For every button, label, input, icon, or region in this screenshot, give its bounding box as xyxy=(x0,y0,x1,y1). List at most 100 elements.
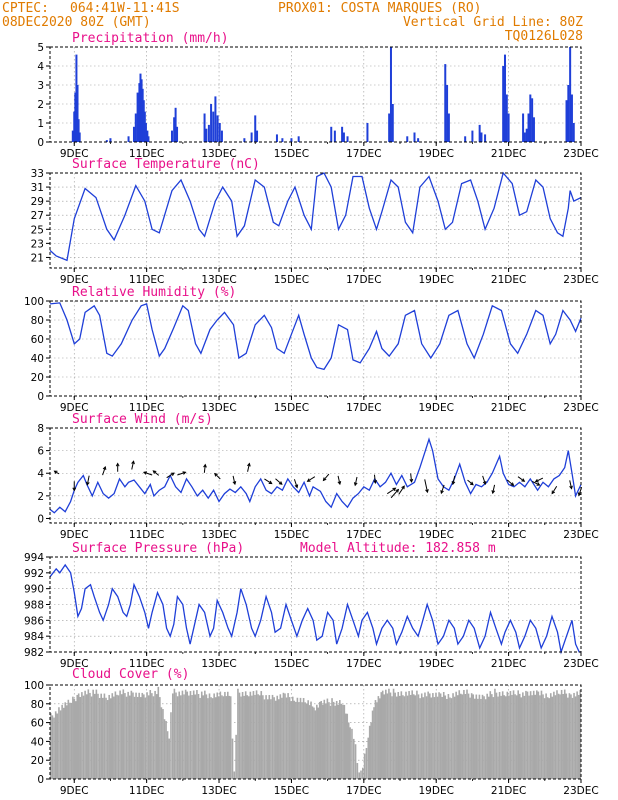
cloud-bar xyxy=(298,702,300,779)
panel-cloud: Cloud Cover (%) 0 20 40 60 80 100 9DEC 11DEC 13DE… xyxy=(24,667,599,797)
y-tick-label: 994 xyxy=(24,552,44,564)
cloud-bar xyxy=(365,747,368,779)
cloud-bar xyxy=(159,697,161,779)
cloud-bar xyxy=(528,695,530,779)
cloud-bar xyxy=(442,691,445,779)
x-tick-label: 19DEC xyxy=(419,402,454,414)
cloud-bar xyxy=(287,693,289,779)
x-tick-label: 11DEC xyxy=(129,529,164,541)
cloud-bar xyxy=(371,710,374,779)
x-tick-label: 9DEC xyxy=(60,402,89,414)
cloud-bar xyxy=(543,698,546,779)
wind-arrow xyxy=(535,477,544,483)
cloud-bar xyxy=(127,691,129,779)
y-tick-label: 2 xyxy=(37,99,44,111)
cloud-bar xyxy=(568,693,571,779)
cloud-bar xyxy=(545,693,547,779)
y-tick-label: 0 xyxy=(37,137,44,149)
wind-arrow xyxy=(143,471,153,476)
precip-bar xyxy=(478,124,481,142)
cloud-bar xyxy=(362,767,364,779)
wind-arrow-head xyxy=(536,482,541,486)
x-tick-label: 13DEC xyxy=(201,529,236,541)
cloud-bar xyxy=(271,694,274,779)
cloud-bar xyxy=(305,703,308,779)
cloud-bar xyxy=(251,695,253,779)
cloud-bar xyxy=(98,697,101,779)
cloud-bar xyxy=(356,763,359,779)
y-tick-label: 40 xyxy=(31,353,44,365)
cloud-bar xyxy=(522,692,524,779)
cloud-bar xyxy=(224,691,226,779)
x-tick-label: 13DEC xyxy=(201,785,236,797)
wind-arrow xyxy=(551,485,558,494)
cloud-bar xyxy=(202,695,205,779)
panel-title-temp: Surface Temperature (nC) xyxy=(72,157,260,172)
x-tick-label: 15DEC xyxy=(274,658,309,670)
wind-arrow xyxy=(452,475,456,485)
cloud-bar xyxy=(281,697,283,779)
cloud-bar xyxy=(233,771,236,779)
cloud-bar xyxy=(119,690,121,779)
x-tick-label: 17DEC xyxy=(346,529,381,541)
cloud-bar xyxy=(258,695,261,779)
panel-temp: Surface Temperature (nC) 21 23 25 27 29 31 33 9D… xyxy=(31,157,599,286)
precip-bar xyxy=(444,64,447,142)
precip-bar xyxy=(210,104,213,142)
cloud-bar xyxy=(62,707,65,779)
cloud-bar xyxy=(565,693,568,779)
wind-arrow-head xyxy=(482,481,487,486)
precip-bar xyxy=(76,85,79,142)
cloud-bar xyxy=(180,695,182,779)
cloud-bar xyxy=(133,696,136,779)
precip-bar xyxy=(203,113,206,142)
wind-arrow-head xyxy=(395,488,400,493)
cloud-bar xyxy=(318,701,321,779)
cloud-bar xyxy=(184,689,187,779)
cloud-bar xyxy=(358,772,360,779)
wind-arrow-head xyxy=(232,481,237,486)
cloud-bar xyxy=(89,692,91,779)
cloud-bar xyxy=(337,704,340,779)
cloud-bar xyxy=(526,691,529,779)
precip-bar xyxy=(570,94,573,142)
cloud-bar xyxy=(562,693,564,779)
cloud-bar xyxy=(85,694,88,779)
cloud-bar xyxy=(257,694,259,779)
panel-title-cloud: Cloud Cover (%) xyxy=(72,667,189,682)
x-tick-label: 9DEC xyxy=(60,274,89,286)
cloud-bar xyxy=(155,694,158,779)
cloud-bar xyxy=(351,728,353,779)
cloud-bar xyxy=(325,703,327,779)
wind-arrow xyxy=(131,461,135,470)
wind-arrow-head xyxy=(170,472,175,476)
cloud-bar xyxy=(458,690,461,779)
precip-bar xyxy=(471,130,474,142)
cloud-bar xyxy=(409,694,412,779)
cloud-bar xyxy=(279,694,282,779)
cloud-bar xyxy=(388,688,390,779)
cloud-bar xyxy=(228,695,231,779)
cloud-bar xyxy=(494,688,496,779)
panel-frame xyxy=(49,300,582,397)
cloud-bar xyxy=(210,697,212,779)
cloud-bar xyxy=(447,693,450,779)
cloud-bar xyxy=(216,692,219,779)
precip-bar xyxy=(417,138,420,142)
x-tick-label: 17DEC xyxy=(346,658,381,670)
header-model: TQ0126L028 xyxy=(505,29,583,44)
cloud-bar xyxy=(334,705,336,779)
cloud-bar xyxy=(331,698,333,779)
wind-arrow xyxy=(247,463,250,472)
cloud-bar xyxy=(523,695,526,779)
wind-arrow xyxy=(410,473,413,482)
cloud-bar xyxy=(304,702,306,779)
cloud-bar xyxy=(441,696,443,779)
wind-arrow-head xyxy=(72,487,77,492)
wind-arrow-head xyxy=(569,485,573,490)
cloud-bar xyxy=(178,691,181,779)
cloud-bar xyxy=(262,695,264,779)
cloud-bar xyxy=(408,691,410,779)
cloud-bar xyxy=(176,696,179,779)
cloud-bar xyxy=(323,699,326,779)
